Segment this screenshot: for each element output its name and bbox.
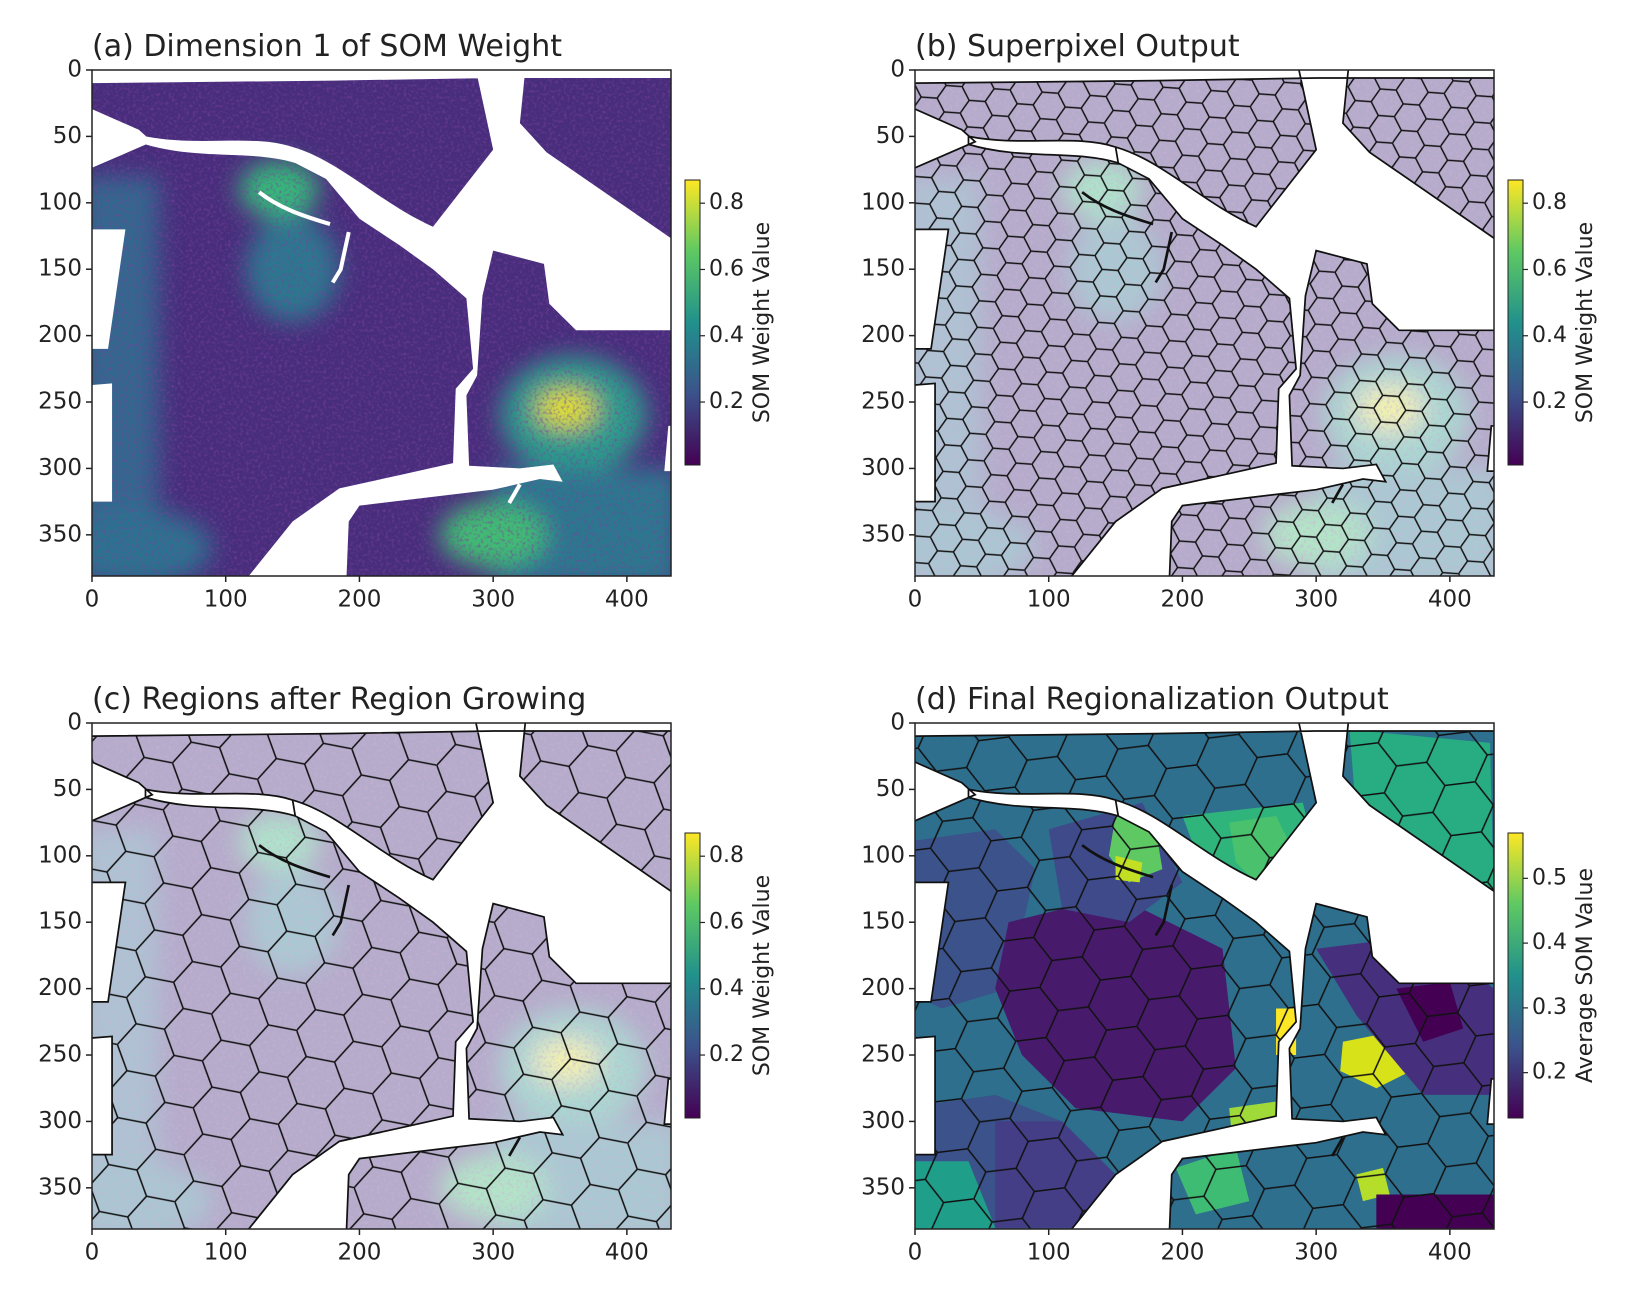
x-tick-label: 0 — [908, 587, 923, 613]
colorbar-tick-label: 0.2 — [709, 1042, 744, 1067]
colorbar-tick-label: 0.4 — [1532, 323, 1567, 348]
colorbar-tick-label: 0.8 — [709, 190, 744, 215]
x-tick-label: 300 — [471, 587, 515, 613]
colorbar-tick-label: 0.8 — [1532, 190, 1567, 215]
colorbar — [684, 179, 701, 466]
map-image — [25, 657, 827, 1290]
x-tick-label: 300 — [1294, 1240, 1338, 1266]
x-tick-label: 0 — [908, 1240, 923, 1266]
y-tick-label: 350 — [861, 521, 905, 547]
colorbar-tick-label: 0.4 — [709, 976, 744, 1001]
panel-title: (a) Dimension 1 of SOM Weight — [92, 29, 562, 64]
y-tick-label: 0 — [67, 57, 82, 83]
y-tick-label: 150 — [861, 256, 905, 282]
x-tick-label: 100 — [1027, 1240, 1071, 1266]
x-tick-label: 200 — [1160, 1240, 1204, 1266]
y-tick-label: 150 — [38, 256, 82, 282]
y-tick-label: 250 — [861, 1042, 905, 1068]
y-tick-label: 250 — [38, 389, 82, 415]
colorbar-tick-label: 0.6 — [1532, 256, 1567, 281]
y-tick-label: 300 — [38, 1108, 82, 1134]
colorbar-tick-label: 0.4 — [709, 323, 744, 348]
y-tick-label: 200 — [861, 322, 905, 348]
colorbar-tick-label: 0.6 — [709, 909, 744, 934]
x-tick-label: 100 — [1027, 587, 1071, 613]
x-tick-label: 200 — [337, 1240, 381, 1266]
y-tick-label: 100 — [861, 842, 905, 868]
y-tick-label: 350 — [38, 1174, 82, 1200]
map-image — [25, 4, 827, 668]
panel: (d) Final Regionalization Output 0 100 200 3… — [861, 682, 1598, 1266]
y-tick-label: 50 — [876, 776, 905, 802]
colorbar-tick-label: 0.6 — [709, 256, 744, 281]
colorbar-label: SOM Weight Value — [1573, 222, 1598, 423]
y-tick-label: 300 — [38, 455, 82, 481]
x-tick-label: 300 — [1294, 587, 1338, 613]
plot-frame — [91, 69, 672, 577]
x-tick-label: 0 — [85, 587, 100, 613]
x-tick-label: 200 — [1160, 587, 1204, 613]
panel: (c) Regions after Region Growing 0 100 200 3… — [25, 657, 827, 1290]
y-tick-label: 150 — [38, 909, 82, 935]
colorbar-tick-label: 0.8 — [709, 843, 744, 868]
panel: (b) Superpixel Output 0 100 200 300 400 0 50 100… — [861, 29, 1598, 613]
y-tick-label: 200 — [38, 322, 82, 348]
x-tick-label: 0 — [85, 1240, 100, 1266]
y-tick-label: 300 — [861, 455, 905, 481]
y-tick-label: 0 — [67, 710, 82, 736]
panel-title: (c) Regions after Region Growing — [92, 682, 586, 717]
colorbar-label: Average SOM Value — [1573, 868, 1598, 1083]
y-tick-label: 0 — [890, 57, 905, 83]
x-tick-label: 400 — [1428, 587, 1472, 613]
y-tick-label: 0 — [890, 710, 905, 736]
colorbar-tick-label: 0.3 — [1532, 995, 1567, 1020]
y-tick-label: 150 — [861, 909, 905, 935]
colorbar — [684, 832, 701, 1119]
y-tick-label: 200 — [38, 975, 82, 1001]
colorbar-tick-label: 0.4 — [1532, 930, 1567, 955]
colorbar-tick-label: 0.2 — [709, 389, 744, 414]
y-tick-label: 100 — [38, 189, 82, 215]
x-tick-label: 400 — [605, 1240, 649, 1266]
y-tick-label: 50 — [53, 123, 82, 149]
y-tick-label: 100 — [38, 842, 82, 868]
x-tick-label: 400 — [1428, 1240, 1472, 1266]
map — [25, 657, 827, 1290]
x-tick-label: 100 — [204, 1240, 248, 1266]
y-tick-label: 350 — [861, 1174, 905, 1200]
x-tick-label: 200 — [337, 587, 381, 613]
y-tick-label: 200 — [861, 975, 905, 1001]
x-tick-label: 300 — [471, 1240, 515, 1266]
colorbar-tick-label: 0.2 — [1532, 389, 1567, 414]
panel-title: (d) Final Regionalization Output — [915, 682, 1389, 717]
y-tick-label: 350 — [38, 521, 82, 547]
plot-frame — [91, 722, 672, 1230]
colorbar-label: SOM Weight Value — [750, 222, 775, 423]
y-tick-label: 250 — [38, 1042, 82, 1068]
panel-title: (b) Superpixel Output — [915, 29, 1240, 64]
y-tick-label: 250 — [861, 389, 905, 415]
map — [25, 4, 827, 668]
colorbar-tick-label: 0.2 — [1532, 1060, 1567, 1085]
x-tick-label: 100 — [204, 587, 248, 613]
y-tick-label: 50 — [876, 123, 905, 149]
panel: (a) Dimension 1 of SOM Weight 0 100 200 300 4… — [25, 4, 827, 668]
colorbar-label: SOM Weight Value — [750, 875, 775, 1076]
colorbar — [1507, 179, 1524, 466]
colorbar — [1507, 832, 1524, 1119]
y-tick-label: 100 — [861, 189, 905, 215]
plot-frame — [914, 722, 1495, 1230]
plot-frame — [914, 69, 1495, 577]
y-tick-label: 300 — [861, 1108, 905, 1134]
x-tick-label: 400 — [605, 587, 649, 613]
colorbar-tick-label: 0.5 — [1532, 865, 1567, 890]
y-tick-label: 50 — [53, 776, 82, 802]
